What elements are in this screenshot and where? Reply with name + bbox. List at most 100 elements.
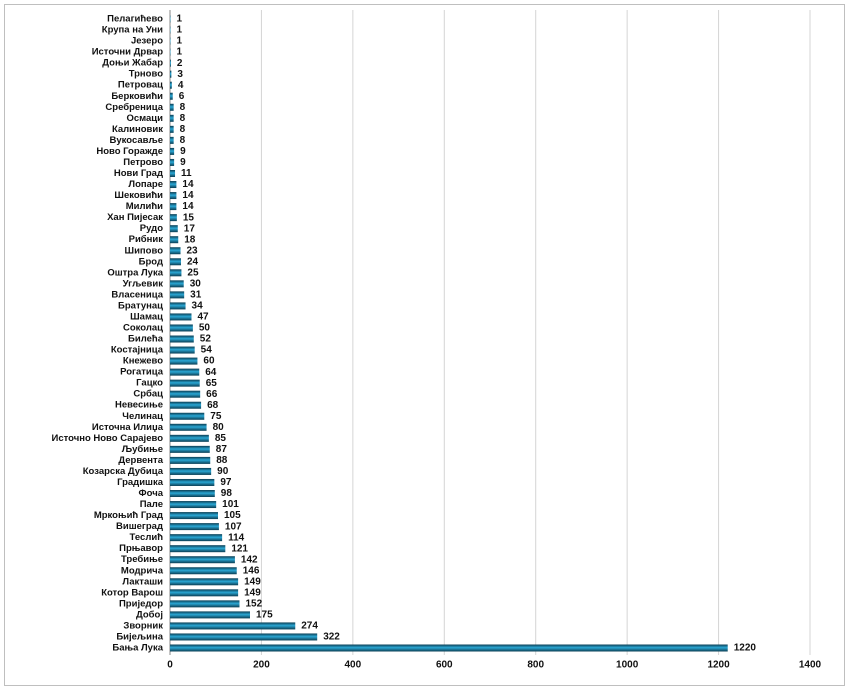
bar: [170, 92, 173, 100]
value-label: 15: [183, 212, 195, 223]
x-tick-label: 1000: [616, 660, 639, 671]
y-tick-label: Калиновик: [112, 124, 163, 135]
bar: [170, 434, 209, 442]
bar: [170, 467, 212, 475]
bar: [170, 169, 176, 177]
y-tick-label: Власеница: [111, 289, 163, 300]
x-tick-label: 600: [436, 660, 453, 671]
x-tick-label: 800: [527, 660, 544, 671]
y-tick-label: Невесиње: [115, 400, 163, 411]
value-label: 1: [176, 25, 182, 36]
value-label: 52: [200, 334, 212, 345]
bar: [170, 611, 250, 619]
y-tick-label: Фоча: [139, 488, 164, 499]
y-tick-label: Пелагићево: [107, 14, 163, 25]
value-label: 66: [206, 389, 218, 400]
y-tick-label: Вукосавље: [110, 135, 163, 146]
y-tick-label: Кнежево: [123, 356, 163, 367]
value-label: 146: [243, 565, 260, 576]
bar: [170, 589, 239, 597]
y-tick-label: Шековићи: [114, 190, 163, 201]
value-label: 60: [203, 356, 215, 367]
value-label: 98: [221, 488, 233, 499]
value-label: 105: [224, 510, 241, 521]
value-label: 54: [201, 345, 213, 356]
value-label: 14: [182, 201, 194, 212]
y-tick-label: Костајница: [111, 345, 164, 356]
y-tick-label: Петровац: [118, 80, 163, 91]
bar: [170, 512, 218, 520]
bar: [170, 269, 182, 277]
value-label: 50: [199, 323, 211, 334]
x-tick-label: 200: [253, 660, 270, 671]
y-tick-label: Хан Пијесак: [107, 212, 163, 223]
y-tick-label: Лопаре: [128, 179, 163, 190]
bar: [170, 578, 239, 586]
value-label: 274: [301, 621, 318, 632]
y-tick-label: Источна Илиџа: [92, 422, 164, 433]
y-tick-label: Осмаци: [126, 113, 163, 124]
bar: [170, 247, 181, 255]
y-tick-label: Гацко: [136, 378, 163, 389]
y-tick-label: Петрово: [123, 157, 163, 168]
bar: [170, 313, 192, 321]
y-tick-label: Лакташи: [122, 576, 163, 587]
bar: [170, 136, 174, 144]
value-label: 8: [180, 102, 186, 113]
x-tick-label: 400: [345, 660, 362, 671]
value-label: 1: [176, 36, 182, 47]
y-tick-label: Бијељина: [116, 631, 163, 642]
y-tick-label: Доњи Жабар: [102, 58, 163, 69]
value-label: 75: [210, 411, 222, 422]
bar: [170, 70, 172, 78]
bar: [170, 236, 179, 244]
bar: [170, 324, 193, 332]
bar: [170, 280, 184, 288]
y-tick-label: Добој: [136, 609, 163, 620]
y-tick-label: Дервента: [118, 455, 163, 466]
value-label: 149: [244, 587, 261, 598]
bar: [170, 401, 202, 409]
y-tick-label: Рудо: [140, 223, 163, 234]
y-tick-label: Билећа: [128, 334, 164, 345]
y-tick-label: Вишеград: [116, 521, 163, 532]
value-label: 142: [241, 554, 258, 565]
value-label: 322: [323, 632, 340, 643]
bar: [170, 622, 296, 630]
bar: [170, 633, 318, 641]
bar: [170, 545, 226, 553]
y-tick-label: Трново: [129, 69, 164, 80]
value-label: 175: [256, 610, 273, 621]
value-label: 149: [244, 576, 261, 587]
y-tick-label: Челинац: [122, 411, 163, 422]
bar: [170, 412, 205, 420]
y-tick-label: Крупа на Уни: [102, 25, 163, 36]
x-tick-label: 0: [167, 660, 173, 671]
value-label: 25: [187, 267, 199, 278]
bar: [170, 302, 186, 310]
y-tick-label: Братунац: [118, 300, 163, 311]
value-label: 85: [215, 433, 227, 444]
value-label: 31: [190, 290, 202, 301]
value-label: 23: [187, 245, 199, 256]
bar: [170, 390, 201, 398]
bar: [170, 103, 174, 111]
bar: [170, 258, 181, 266]
bar: [170, 158, 175, 166]
value-label: 1: [176, 14, 182, 25]
y-tick-label: Пале: [140, 499, 163, 510]
y-tick-label: Прњавор: [119, 543, 163, 554]
bar: [170, 225, 178, 233]
value-label: 6: [179, 91, 185, 102]
y-tick-label: Језеро: [131, 36, 163, 47]
y-tick-label: Угљевик: [123, 278, 164, 289]
value-label: 1: [176, 47, 182, 58]
bar: [170, 181, 177, 189]
bar: [170, 192, 177, 200]
y-tick-label: Соколац: [123, 322, 163, 333]
value-label: 17: [184, 223, 196, 234]
bar: [170, 114, 174, 122]
y-tick-label: Козарска Дубица: [83, 466, 164, 477]
value-label: 65: [206, 378, 218, 389]
